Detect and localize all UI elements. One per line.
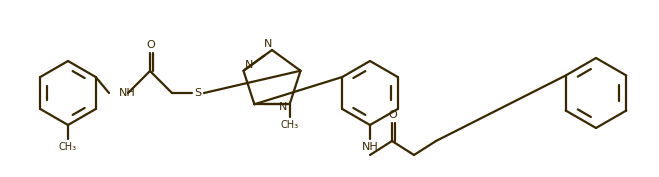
Text: N: N: [279, 102, 287, 112]
Text: O: O: [389, 110, 397, 120]
Text: NH: NH: [362, 142, 378, 152]
Text: NH: NH: [119, 88, 136, 98]
Text: CH₃: CH₃: [59, 142, 77, 152]
Text: CH₃: CH₃: [281, 120, 299, 130]
Text: S: S: [194, 88, 202, 98]
Text: N: N: [264, 39, 272, 49]
Text: N: N: [245, 60, 254, 70]
Text: O: O: [146, 40, 156, 50]
